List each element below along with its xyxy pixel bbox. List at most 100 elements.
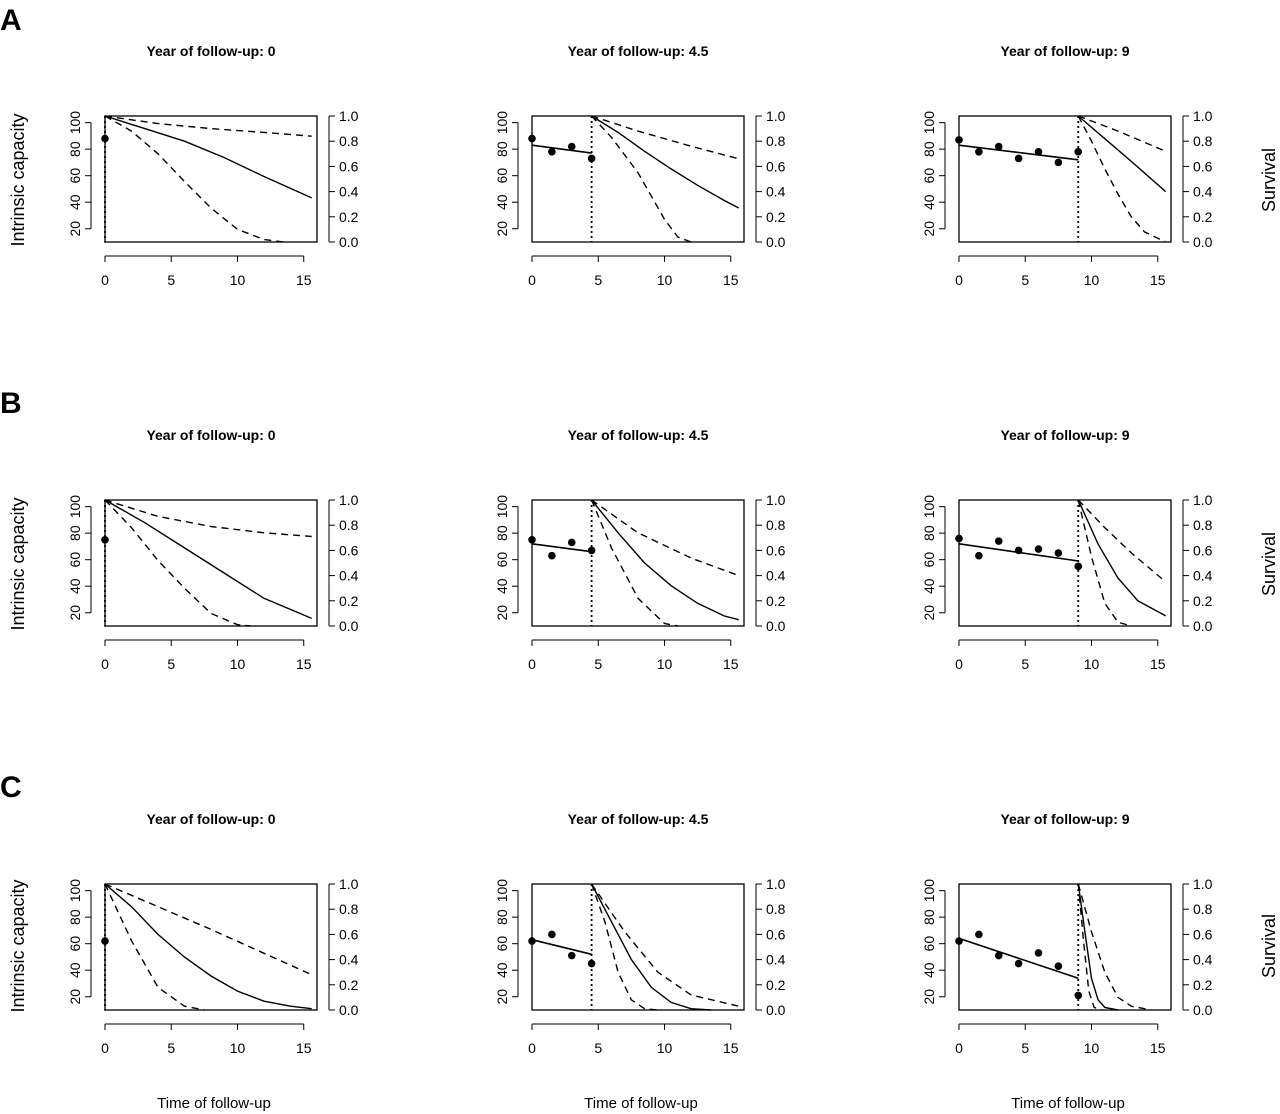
- observed-point: [955, 534, 963, 543]
- right-tick-label: 0.0: [766, 234, 786, 250]
- observed-point: [528, 535, 536, 544]
- panels-group: Year of follow-up: 0204060801000.00.20.4…: [67, 43, 1213, 1056]
- bottom-tick-label: 10: [230, 1040, 246, 1056]
- right-tick-label: 0.6: [766, 158, 786, 174]
- observed-point: [1074, 991, 1083, 1000]
- bottom-tick-label: 15: [723, 272, 739, 288]
- right-tick-label: 0.8: [339, 901, 359, 917]
- observed-point: [1014, 546, 1023, 555]
- right-axis-label-row-a: Survival: [1259, 148, 1279, 212]
- left-tick-label: 60: [494, 552, 510, 568]
- bottom-tick-label: 15: [1150, 1040, 1166, 1056]
- plot-frame: [958, 499, 1172, 627]
- observed-point: [587, 546, 596, 555]
- left-tick-label: 100: [67, 111, 83, 135]
- observed-point: [567, 951, 576, 960]
- bottom-tick-label: 10: [657, 272, 673, 288]
- observed-point: [548, 551, 556, 560]
- plot-frame: [104, 115, 318, 243]
- panel-title: Year of follow-up: 9: [1000, 43, 1129, 59]
- panel-c-3: Year of follow-up: 9204060801000.00.20.4…: [921, 811, 1213, 1056]
- survival-upper-bound: [591, 883, 739, 1007]
- survival-lower-bound: [104, 499, 251, 627]
- right-tick-label: 0.6: [339, 542, 359, 558]
- survival-lower-bound: [104, 115, 284, 243]
- left-tick-label: 80: [921, 525, 937, 541]
- left-tick-label: 20: [494, 989, 510, 1005]
- left-tick-label: 80: [494, 909, 510, 925]
- bottom-tick-label: 0: [528, 1040, 536, 1056]
- plot-frame: [958, 115, 1172, 243]
- right-tick-label: 0.0: [1193, 234, 1213, 250]
- survival-upper-bound: [104, 499, 312, 538]
- observed-point: [548, 148, 556, 156]
- right-tick-label: 1.0: [339, 492, 359, 508]
- observed-point: [548, 930, 556, 939]
- left-tick-label: 60: [67, 936, 83, 952]
- right-tick-label: 0.4: [766, 184, 786, 200]
- bottom-tick-label: 5: [594, 656, 602, 672]
- observed-point: [1034, 545, 1043, 553]
- survival-estimate: [1077, 499, 1167, 617]
- bottom-tick-label: 5: [167, 656, 175, 672]
- left-tick-label: 40: [494, 578, 510, 594]
- bottom-tick-label: 15: [296, 656, 312, 672]
- right-tick-label: 0.6: [339, 926, 359, 942]
- bottom-tick-label: 5: [1021, 272, 1029, 288]
- left-tick-label: 20: [494, 605, 510, 621]
- bottom-tick-label: 15: [723, 1040, 739, 1056]
- right-tick-label: 0.4: [766, 568, 786, 584]
- observed-point: [1014, 154, 1023, 163]
- left-tick-label: 20: [921, 605, 937, 621]
- row-label-c: C: [0, 771, 22, 804]
- observed-point: [975, 551, 983, 560]
- left-axis-label-row-b: Intrinsic capacity: [8, 497, 28, 630]
- right-tick-label: 0.4: [766, 952, 786, 968]
- survival-estimate: [104, 115, 312, 199]
- observed-point: [101, 134, 109, 143]
- left-tick-label: 40: [494, 194, 510, 210]
- plot-frame: [104, 499, 318, 627]
- bottom-tick-label: 5: [594, 272, 602, 288]
- fitted-trajectory: [958, 144, 1079, 161]
- fitted-trajectory: [531, 938, 592, 956]
- bottom-tick-label: 0: [955, 272, 963, 288]
- x-axis-label-middle: Time of follow-up: [584, 1095, 698, 1112]
- bottom-tick-label: 0: [955, 656, 963, 672]
- left-tick-label: 60: [494, 936, 510, 952]
- survival-lower-bound: [104, 883, 205, 1011]
- left-tick-label: 60: [67, 168, 83, 184]
- row-label-a: A: [0, 4, 22, 37]
- right-tick-label: 0.2: [1193, 209, 1213, 225]
- survival-lower-bound: [590, 499, 678, 627]
- survival-lower-bound: [1077, 883, 1103, 1011]
- left-tick-label: 60: [921, 936, 937, 952]
- right-tick-label: 1.0: [1193, 876, 1213, 892]
- observed-point: [567, 538, 576, 547]
- bottom-tick-label: 15: [296, 272, 312, 288]
- observed-point: [1074, 148, 1083, 156]
- left-tick-label: 40: [921, 578, 937, 594]
- panel-a-3: Year of follow-up: 9204060801000.00.20.4…: [921, 43, 1213, 288]
- left-tick-label: 100: [67, 879, 83, 903]
- panel-title: Year of follow-up: 4.5: [568, 43, 709, 59]
- right-tick-label: 0.6: [1193, 926, 1213, 942]
- survival-lower-bound: [1077, 499, 1132, 627]
- observed-point: [101, 937, 109, 945]
- right-axis-label-row-b: Survival: [1259, 532, 1279, 596]
- bottom-tick-label: 10: [230, 272, 246, 288]
- left-tick-label: 40: [921, 194, 937, 210]
- right-tick-label: 0.8: [339, 517, 359, 533]
- right-tick-label: 1.0: [766, 108, 786, 124]
- right-axis-label-row-c: Survival: [1259, 914, 1279, 978]
- left-tick-label: 60: [67, 552, 83, 568]
- observed-point: [528, 134, 536, 143]
- observed-point: [1054, 158, 1063, 167]
- left-axis-label-row-a: Intrinsic capacity: [8, 113, 28, 246]
- x-axis-label-right: Time of follow-up: [1011, 1095, 1125, 1112]
- panel-title: Year of follow-up: 0: [146, 43, 275, 59]
- left-tick-label: 100: [494, 495, 510, 519]
- survival-estimate: [1077, 115, 1167, 193]
- bottom-tick-label: 10: [1084, 1040, 1100, 1056]
